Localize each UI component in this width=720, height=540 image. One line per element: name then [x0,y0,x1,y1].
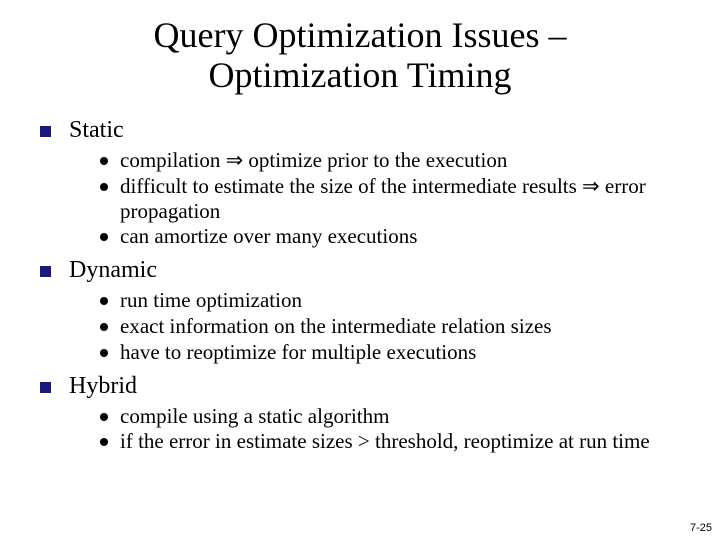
section-row: Hybrid [40,373,680,400]
section-heading: Static [69,117,124,144]
list-item-text: have to reoptimize for multiple executio… [120,340,680,365]
dot-bullet-icon [100,323,108,331]
dot-bullet-icon [100,297,108,305]
list-item: compilation ⇒ optimize prior to the exec… [100,148,680,173]
list-item: can amortize over many executions [100,224,680,249]
list-item: difficult to estimate the size of the in… [100,174,680,224]
list-item-text: compilation ⇒ optimize prior to the exec… [120,148,680,173]
square-bullet-icon [40,266,51,277]
section-dynamic: Dynamic run time optimization exact info… [40,257,680,364]
square-bullet-icon [40,382,51,393]
title-line-1: Query Optimization Issues – [154,15,567,55]
section-heading: Hybrid [69,373,137,400]
section-row: Dynamic [40,257,680,284]
list-item-text: run time optimization [120,288,680,313]
list-item-text: exact information on the intermediate re… [120,314,680,339]
list-item-text: difficult to estimate the size of the in… [120,174,680,224]
sub-list: run time optimization exact information … [100,288,680,364]
dot-bullet-icon [100,233,108,241]
slide-title: Query Optimization Issues – Optimization… [40,16,680,95]
page-number: 7-25 [690,522,712,534]
list-item: exact information on the intermediate re… [100,314,680,339]
dot-bullet-icon [100,349,108,357]
sub-list: compilation ⇒ optimize prior to the exec… [100,148,680,249]
section-heading: Dynamic [69,257,157,284]
slide: Query Optimization Issues – Optimization… [0,0,720,540]
list-item-text: compile using a static algorithm [120,404,680,429]
section-static: Static compilation ⇒ optimize prior to t… [40,117,680,249]
list-item: if the error in estimate sizes > thresho… [100,429,680,454]
square-bullet-icon [40,126,51,137]
list-item: run time optimization [100,288,680,313]
title-line-2: Optimization Timing [208,55,511,95]
list-item: compile using a static algorithm [100,404,680,429]
dot-bullet-icon [100,438,108,446]
dot-bullet-icon [100,183,108,191]
sub-list: compile using a static algorithm if the … [100,404,680,455]
dot-bullet-icon [100,413,108,421]
list-item: have to reoptimize for multiple executio… [100,340,680,365]
dot-bullet-icon [100,157,108,165]
section-row: Static [40,117,680,144]
list-item-text: can amortize over many executions [120,224,680,249]
section-hybrid: Hybrid compile using a static algorithm … [40,373,680,455]
list-item-text: if the error in estimate sizes > thresho… [120,429,680,454]
